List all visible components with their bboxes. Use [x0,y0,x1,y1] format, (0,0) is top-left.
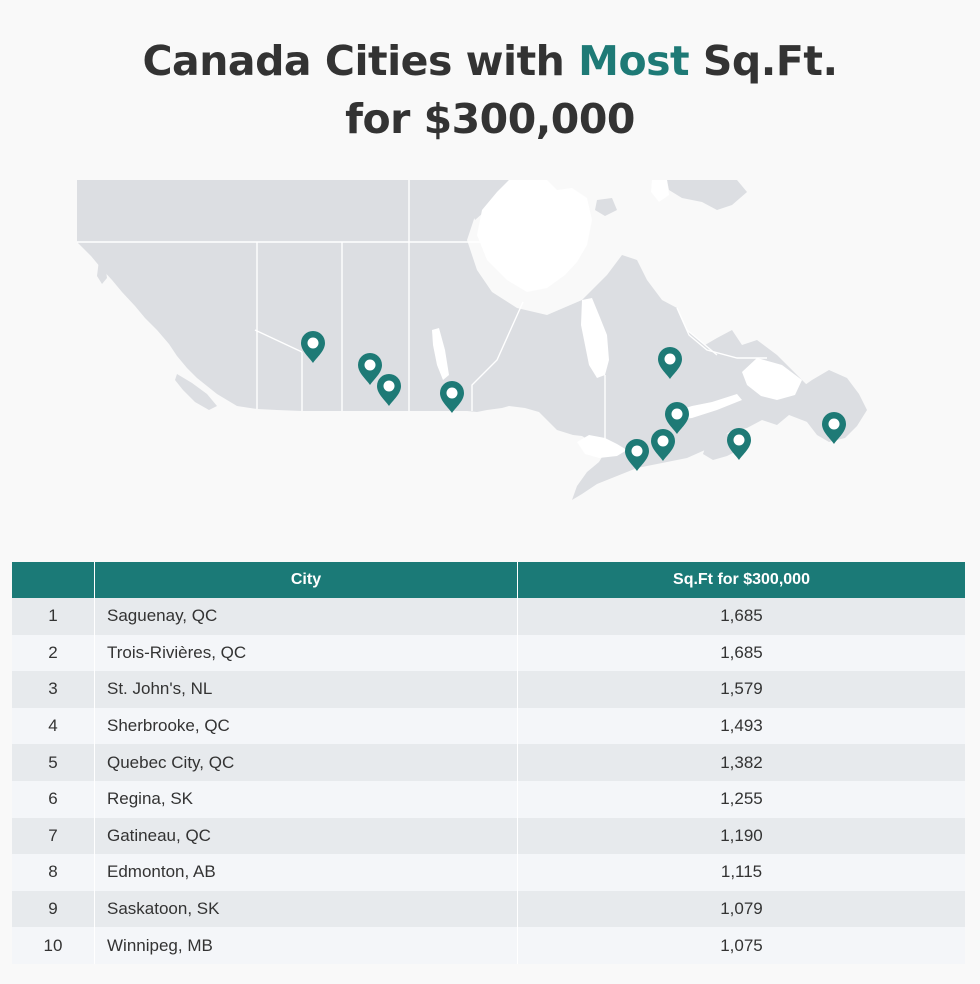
city-cell: Gatineau, QC [94,817,518,855]
table-row: 4 Sherbrooke, QC 1,493 [12,707,965,745]
header-rank [12,562,95,598]
city-cell: Trois-Rivières, QC [94,634,518,672]
baffin-island [667,180,747,210]
rank-cell: 2 [12,634,95,672]
title-line1-post: Sq.Ft. [689,37,838,85]
great-lakes [577,435,627,458]
haida-gwaii [97,260,107,284]
table-header-row: City Sq.Ft for $300,000 [12,562,965,598]
sqft-cell: 1,115 [517,854,965,891]
page-title: Canada Cities with Most Sq.Ft. for $300,… [0,32,980,148]
vancouver-island [175,374,217,410]
table-row: 3 St. John's, NL 1,579 [12,671,965,708]
title-highlight: Most [578,37,690,85]
rank-cell: 10 [12,927,95,964]
city-cell: Sherbrooke, QC [94,707,518,745]
map-pin-icon [665,402,689,434]
sqft-cell: 1,190 [517,817,965,855]
rank-cell: 9 [12,890,95,928]
map-pin-icon [651,429,675,461]
gulf-st-lawrence [742,358,802,400]
table-row: 5 Quebec City, QC 1,382 [12,744,965,781]
lake-winnipeg [432,328,449,380]
land [77,180,867,500]
map-pin-icon [822,412,846,444]
canada-map [77,180,867,500]
title-line2: for $300,000 [345,95,635,143]
newfoundland [795,370,867,442]
arctic-islands [469,180,497,220]
city-cell: Quebec City, QC [94,744,518,781]
table-row: 2 Trois-Rivières, QC 1,685 [12,634,965,672]
table-row: 1 Saguenay, QC 1,685 [12,598,965,635]
table-row: 10 Winnipeg, MB 1,075 [12,927,965,964]
map-pin-icon [440,381,464,413]
sqft-cell: 1,579 [517,671,965,708]
city-cell: Saskatoon, SK [94,890,518,928]
city-cell: St. John's, NL [94,671,518,708]
rank-cell: 5 [12,744,95,781]
table-row: 6 Regina, SK 1,255 [12,780,965,818]
header-city: City [94,562,518,598]
table-row: 9 Saskatoon, SK 1,079 [12,890,965,928]
header-sqft: Sq.Ft for $300,000 [517,562,965,598]
table-row: 7 Gatineau, QC 1,190 [12,817,965,855]
canada-mainland [77,180,827,500]
james-bay [581,298,609,378]
sqft-cell: 1,685 [517,598,965,635]
rank-cell: 3 [12,671,95,708]
water [432,180,802,458]
sqft-cell: 1,382 [517,744,965,781]
rank-cell: 7 [12,817,95,855]
city-cell: Edmonton, AB [94,854,518,891]
map-pin-icon [727,428,751,460]
city-markers [301,331,846,471]
hudson-bay [477,180,592,292]
sqft-cell: 1,493 [517,707,965,745]
city-cell: Regina, SK [94,780,518,818]
map-pin-icon [377,374,401,406]
rankings-table: City Sq.Ft for $300,000 1 Saguenay, QC 1,6… [12,562,965,964]
rank-cell: 8 [12,854,95,891]
province-borders [77,180,767,442]
st-lawrence-river [672,394,742,420]
rank-cell: 1 [12,598,95,635]
map-pin-icon [625,439,649,471]
table-row: 8 Edmonton, AB 1,115 [12,854,965,891]
ungava-bay [651,180,669,202]
title-line1-pre: Canada Cities with [142,37,579,85]
sqft-cell: 1,075 [517,927,965,964]
city-cell: Winnipeg, MB [94,927,518,964]
sqft-cell: 1,255 [517,780,965,818]
map-pin-icon [658,347,682,379]
rank-cell: 4 [12,707,95,745]
map-pin-icon [358,353,382,385]
map-pin-icon [301,331,325,363]
sqft-cell: 1,685 [517,634,965,672]
island-small [595,198,617,216]
sqft-cell: 1,079 [517,890,965,928]
city-cell: Saguenay, QC [94,598,518,635]
rank-cell: 6 [12,780,95,818]
